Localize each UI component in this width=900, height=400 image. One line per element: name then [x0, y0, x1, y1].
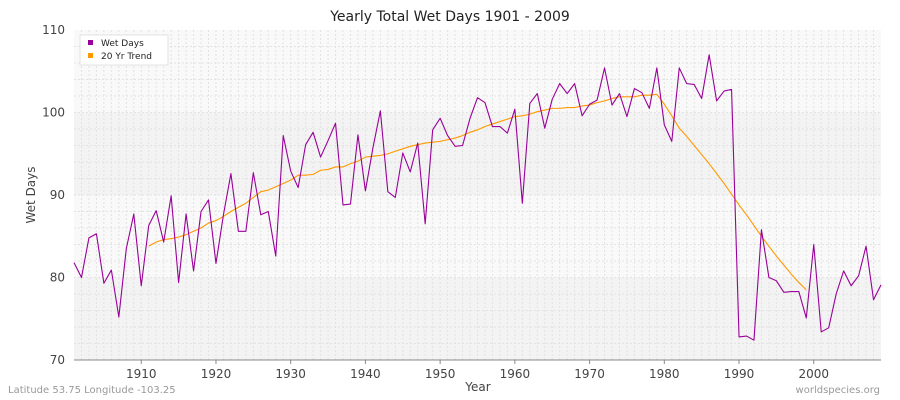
x-tick-label: 1920: [201, 367, 232, 381]
x-tick-label: 1910: [126, 367, 157, 381]
y-tick-label: 90: [50, 188, 65, 202]
x-tick-label: 1930: [275, 367, 306, 381]
x-tick-label: 1940: [350, 367, 381, 381]
legend: Wet Days 20 Yr Trend: [79, 34, 169, 66]
legend-label-trend: 20 Yr Trend: [101, 52, 152, 62]
footer-location: Latitude 53.75 Longitude -103.25: [8, 385, 176, 396]
plot-area: [74, 30, 881, 361]
x-tick-label: 1980: [649, 367, 680, 381]
x-axis-label: Year: [464, 380, 490, 394]
x-tick-label: 1970: [574, 367, 605, 381]
legend-swatch-wet-days: [88, 40, 93, 45]
y-tick-label: 70: [50, 353, 65, 367]
legend-label-wet-days: Wet Days: [101, 39, 144, 49]
y-tick-label: 110: [42, 23, 65, 37]
x-tick-label: 1990: [724, 367, 755, 381]
series-line-wet-days: [73, 54, 882, 341]
footer-credit: worldspecies.org: [796, 385, 880, 396]
y-tick-label: 100: [42, 106, 65, 120]
y-tick-label: 80: [50, 271, 65, 285]
legend-swatch-trend: [88, 53, 93, 58]
chart-title: Yearly Total Wet Days 1901 - 2009: [329, 9, 570, 25]
y-axis-label: Wet Days: [24, 166, 38, 223]
x-tick-label: 1950: [425, 367, 456, 381]
x-tick-label: 2000: [798, 367, 829, 381]
series-line-20yr-trend: [148, 93, 807, 291]
x-tick-label: 1960: [500, 367, 531, 381]
